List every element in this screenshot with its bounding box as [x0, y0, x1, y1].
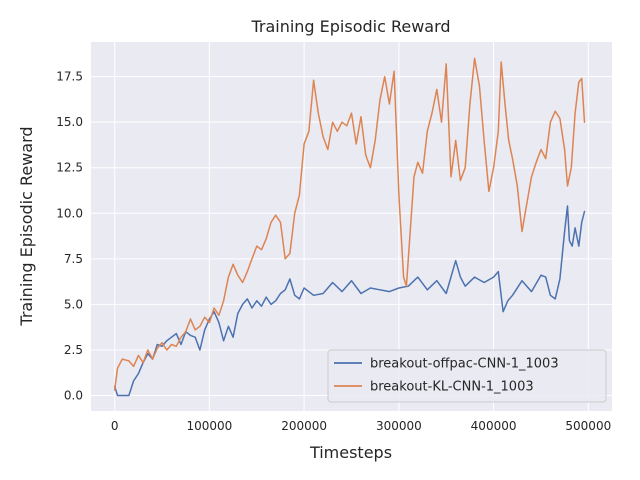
x-tick-label: 400000 [471, 419, 517, 433]
y-tick-label: 5.0 [64, 297, 83, 311]
y-tick-label: 7.5 [64, 252, 83, 266]
series-line-2 [113, 57, 586, 391]
y-tick-label: 12.5 [56, 161, 83, 175]
y-tick-label: 2.5 [64, 343, 83, 357]
series-layer [113, 57, 586, 397]
legend-entry: breakout-offpac-CNN-1_1003 [370, 357, 559, 372]
x-tick-label: 0 [111, 419, 119, 433]
x-tick-label: 200000 [281, 419, 327, 433]
y-tick-label: 10.0 [56, 206, 83, 220]
y-tick-label: 15.0 [56, 115, 83, 129]
legend: breakout-offpac-CNN-1_1003 breakout-KL-CN… [327, 349, 607, 403]
x-tick-label: 300000 [376, 419, 422, 433]
y-tick-label: 17.5 [56, 70, 83, 84]
series-line-1 [113, 205, 586, 397]
x-tick-label: 500000 [565, 419, 611, 433]
tick-labels: 0 100000 200000 300000 400000 500000 0.0 2.5 5.0… [56, 70, 611, 433]
chart-title: Training Episodic Reward [250, 17, 450, 36]
y-tick-label: 0.0 [64, 389, 83, 403]
legend-box [327, 349, 607, 403]
legend-entry: breakout-KL-CNN-1_1003 [370, 380, 534, 395]
x-tick-label: 100000 [187, 419, 233, 433]
y-axis-label: Training Episodic Reward [17, 126, 36, 326]
x-axis-label: Timesteps [309, 443, 392, 462]
